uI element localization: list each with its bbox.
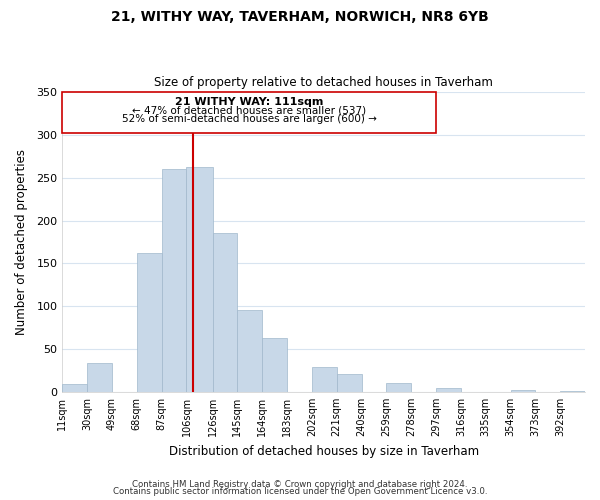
Text: Contains public sector information licensed under the Open Government Licence v3: Contains public sector information licen… bbox=[113, 488, 487, 496]
Text: ← 47% of detached houses are smaller (537): ← 47% of detached houses are smaller (53… bbox=[132, 106, 366, 116]
Bar bbox=[187, 166, 212, 392]
Bar bbox=[560, 391, 585, 392]
Text: 52% of semi-detached houses are larger (600) →: 52% of semi-detached houses are larger (… bbox=[122, 114, 377, 124]
Bar bbox=[262, 338, 287, 392]
Bar bbox=[386, 382, 411, 392]
Bar bbox=[511, 390, 535, 392]
Bar bbox=[238, 310, 262, 392]
Text: 21 WITHY WAY: 111sqm: 21 WITHY WAY: 111sqm bbox=[175, 97, 323, 107]
X-axis label: Distribution of detached houses by size in Taverham: Distribution of detached houses by size … bbox=[169, 444, 479, 458]
Bar bbox=[137, 253, 161, 392]
Y-axis label: Number of detached properties: Number of detached properties bbox=[15, 149, 28, 335]
Bar bbox=[312, 367, 337, 392]
Text: 21, WITHY WAY, TAVERHAM, NORWICH, NR8 6YB: 21, WITHY WAY, TAVERHAM, NORWICH, NR8 6Y… bbox=[111, 10, 489, 24]
FancyBboxPatch shape bbox=[62, 92, 436, 133]
Title: Size of property relative to detached houses in Taverham: Size of property relative to detached ho… bbox=[154, 76, 493, 90]
Bar bbox=[62, 384, 87, 392]
Text: Contains HM Land Registry data © Crown copyright and database right 2024.: Contains HM Land Registry data © Crown c… bbox=[132, 480, 468, 489]
Bar bbox=[87, 363, 112, 392]
Bar bbox=[436, 388, 461, 392]
Bar bbox=[212, 234, 238, 392]
Bar bbox=[337, 374, 362, 392]
Bar bbox=[161, 169, 187, 392]
